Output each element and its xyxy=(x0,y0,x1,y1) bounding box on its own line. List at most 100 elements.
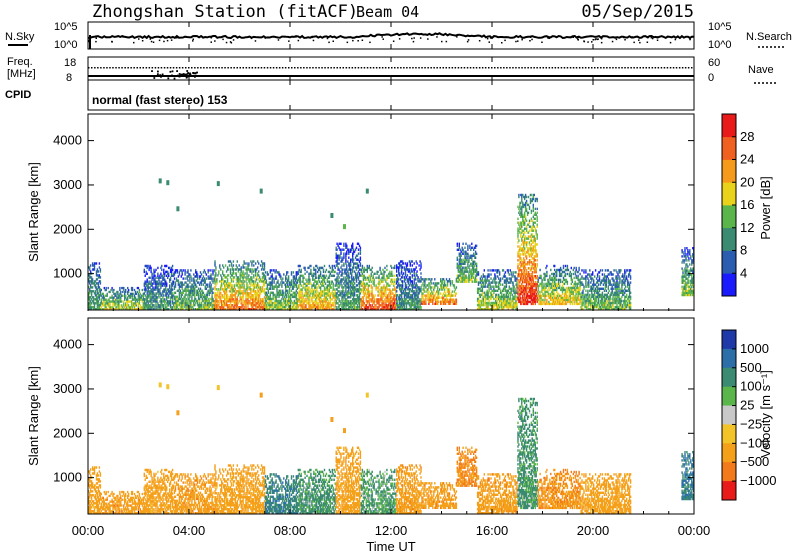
power-cell xyxy=(371,270,373,274)
power-cell xyxy=(378,274,380,277)
power-cell xyxy=(91,306,94,309)
power-cell xyxy=(94,302,97,305)
power-cell xyxy=(136,290,139,294)
power-cell xyxy=(255,278,257,281)
power-cell xyxy=(98,294,101,297)
power-cell xyxy=(247,302,249,305)
power-cell xyxy=(241,284,243,287)
nsearch-dot xyxy=(297,39,300,42)
power-cell xyxy=(117,304,119,307)
power-cell xyxy=(246,290,248,293)
power-cell xyxy=(196,303,199,307)
power-cell xyxy=(173,295,176,299)
power-cell xyxy=(197,303,200,307)
power-cell xyxy=(180,308,182,311)
power-cell xyxy=(218,296,220,299)
power-cell xyxy=(104,288,106,292)
power-cell xyxy=(230,262,233,265)
power-cell xyxy=(234,292,236,295)
power-cell xyxy=(168,296,170,299)
power-cell xyxy=(90,276,93,279)
power-cell xyxy=(148,276,150,279)
power-cell xyxy=(408,268,411,271)
power-cell xyxy=(147,284,149,287)
nave-dot xyxy=(188,74,191,77)
power-cell xyxy=(150,280,152,283)
power-cell xyxy=(118,306,120,309)
power-cell xyxy=(416,270,418,273)
power-cell xyxy=(252,302,254,305)
power-cell xyxy=(288,287,291,290)
power-cell xyxy=(253,294,255,297)
nave-dot xyxy=(609,67,611,69)
nave-dot xyxy=(591,67,593,69)
power-cell xyxy=(118,294,120,297)
power-cell xyxy=(198,289,201,292)
power-cell xyxy=(113,302,115,305)
power-cell xyxy=(352,242,354,245)
nsearch-dot xyxy=(522,36,525,39)
power-cell xyxy=(340,242,342,245)
power-cell xyxy=(169,302,171,305)
power-cell xyxy=(102,294,104,297)
power-cell xyxy=(235,308,237,311)
nave-dot xyxy=(272,67,275,69)
nave-dot xyxy=(148,67,151,69)
power-cell xyxy=(93,280,96,283)
power-cell xyxy=(111,296,113,299)
power-cell xyxy=(198,275,201,278)
power-cell xyxy=(158,282,160,285)
power-cell xyxy=(179,297,181,301)
power-cell xyxy=(155,284,157,287)
power-cell xyxy=(238,268,240,271)
power-cell xyxy=(127,306,130,309)
power-cell xyxy=(124,306,126,309)
power-cell xyxy=(214,264,216,267)
power-cell xyxy=(145,298,147,301)
nave-dot xyxy=(588,67,590,69)
power-cell xyxy=(420,272,422,275)
power-cell xyxy=(221,304,223,307)
nave-dot xyxy=(612,67,614,69)
power-cell xyxy=(178,287,181,290)
power-cell xyxy=(233,300,236,303)
power-cell xyxy=(239,298,241,301)
power-cell xyxy=(165,288,167,291)
power-cell xyxy=(181,303,183,307)
power-cell xyxy=(152,288,154,291)
power-cell xyxy=(155,300,157,303)
power-cell xyxy=(240,302,242,305)
power-cell xyxy=(158,294,160,297)
power-cell xyxy=(215,268,217,271)
power-cell xyxy=(127,292,129,295)
power-cell xyxy=(342,268,344,271)
power-cell xyxy=(149,306,151,309)
power-cell xyxy=(240,292,242,295)
power-cell xyxy=(202,291,205,294)
power-cell xyxy=(225,270,228,273)
power-cell xyxy=(247,264,249,267)
nave-dot xyxy=(678,67,681,69)
power-cell xyxy=(228,298,231,301)
power-cell xyxy=(167,304,169,307)
power-cell xyxy=(281,301,283,305)
power-cell xyxy=(146,304,148,307)
power-cell xyxy=(174,281,177,284)
power-cell xyxy=(112,304,114,307)
power-cell xyxy=(121,300,123,303)
power-cell xyxy=(255,280,257,283)
power-cell xyxy=(170,266,173,270)
power-cell xyxy=(112,306,114,309)
power-cell xyxy=(91,296,94,299)
nave-dot xyxy=(281,67,284,69)
power-cell xyxy=(88,292,90,295)
power-cell xyxy=(193,285,195,288)
power-cell xyxy=(89,296,91,299)
power-cell xyxy=(232,270,235,273)
power-cell xyxy=(182,283,184,286)
power-cell xyxy=(153,292,155,295)
power-cell xyxy=(215,304,217,307)
power-cell xyxy=(152,306,154,309)
power-cell xyxy=(176,301,179,305)
power-cell xyxy=(227,298,230,301)
